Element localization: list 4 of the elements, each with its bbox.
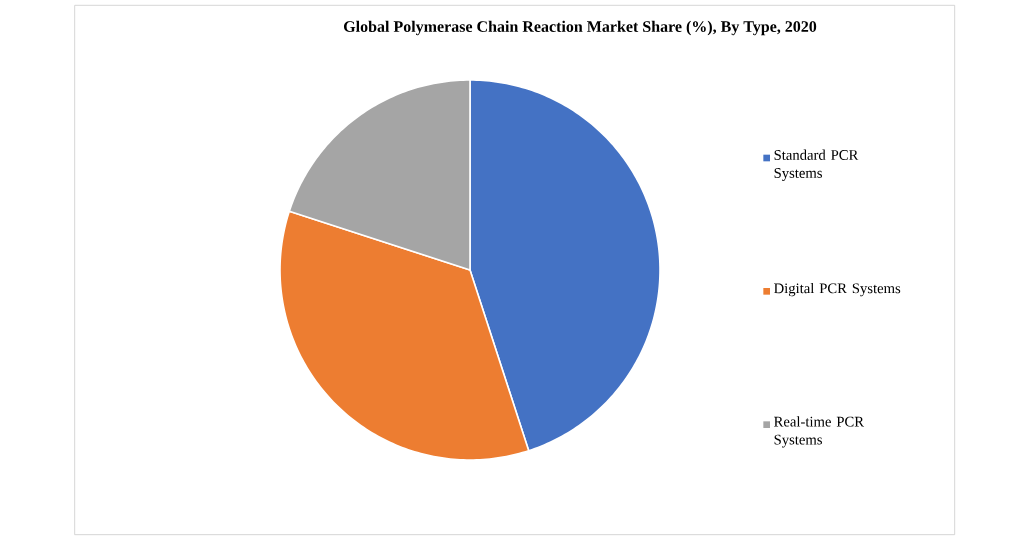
chart-title: Global Polymerase Chain Reaction Market Share (%), By Type, 2020 bbox=[343, 20, 817, 36]
legend-label: Real-time PCR Systems bbox=[774, 416, 865, 448]
legend-label: Digital PCR Systems bbox=[774, 282, 901, 297]
legend-label: Standard PCR Systems bbox=[774, 149, 859, 181]
